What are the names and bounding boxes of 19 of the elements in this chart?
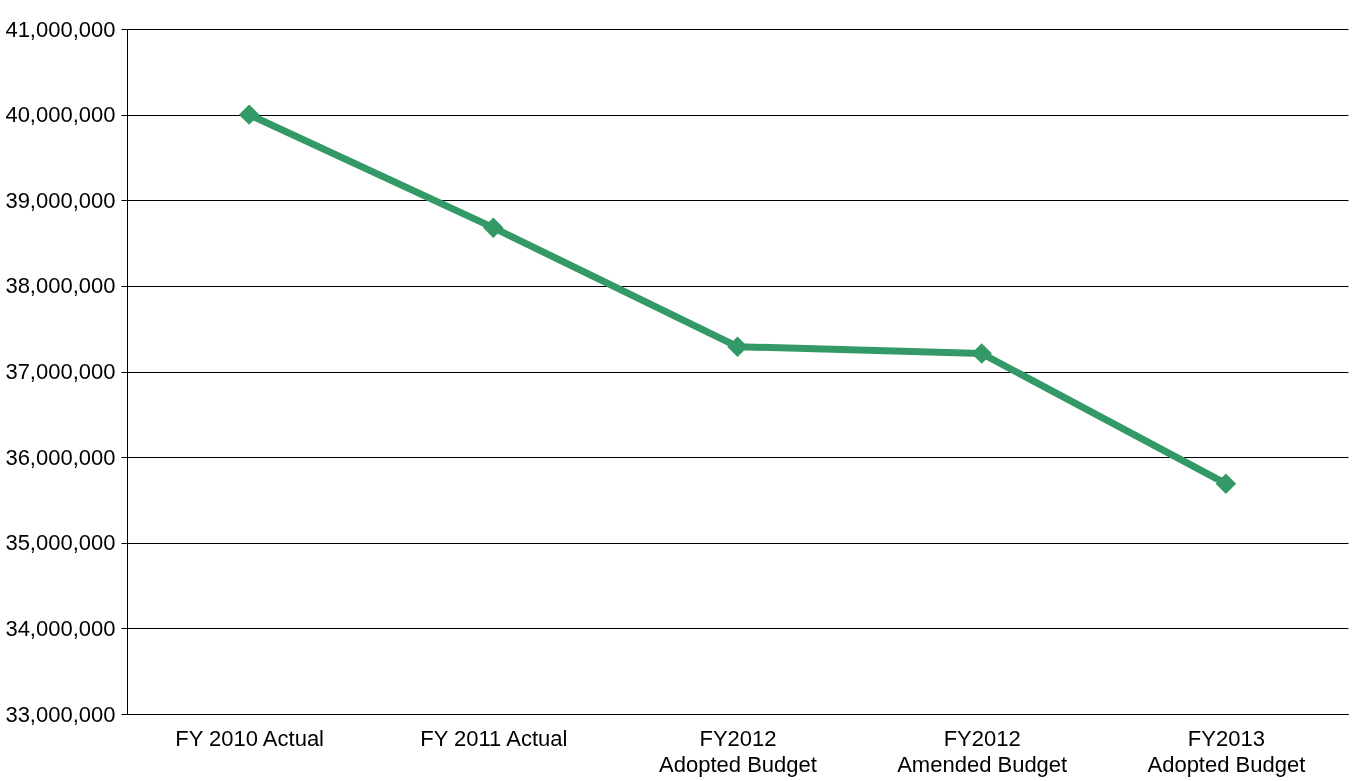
y-tick-label: 39,000,000 [5, 187, 116, 213]
y-tick-label: 36,000,000 [5, 444, 116, 470]
y-tick-label: 37,000,000 [5, 359, 116, 384]
y-tick-label: 33,000,000 [5, 701, 116, 727]
y-tick-label: 40,000,000 [5, 102, 116, 128]
x-tick-label: FY2012 Adopted Budget [659, 725, 817, 777]
y-tick-label: 34,000,000 [5, 615, 116, 641]
point [971, 343, 992, 364]
point [238, 104, 260, 125]
x-tick-label: FY2012 Amended Budget [897, 725, 1068, 777]
x-tick-label: FY 2010 Actual [175, 725, 325, 751]
x-tick-label: FY 2011 Actual [420, 725, 568, 751]
y-tick-label: 35,000,000 [5, 530, 116, 556]
y-tick-label: 38,000,000 [5, 273, 116, 299]
x-tick-label: FY2013 Adopted Budget [1147, 725, 1306, 777]
y-tick-label: 41,000,000 [5, 16, 116, 42]
point [727, 336, 748, 357]
point [1215, 473, 1237, 494]
point [483, 217, 504, 238]
